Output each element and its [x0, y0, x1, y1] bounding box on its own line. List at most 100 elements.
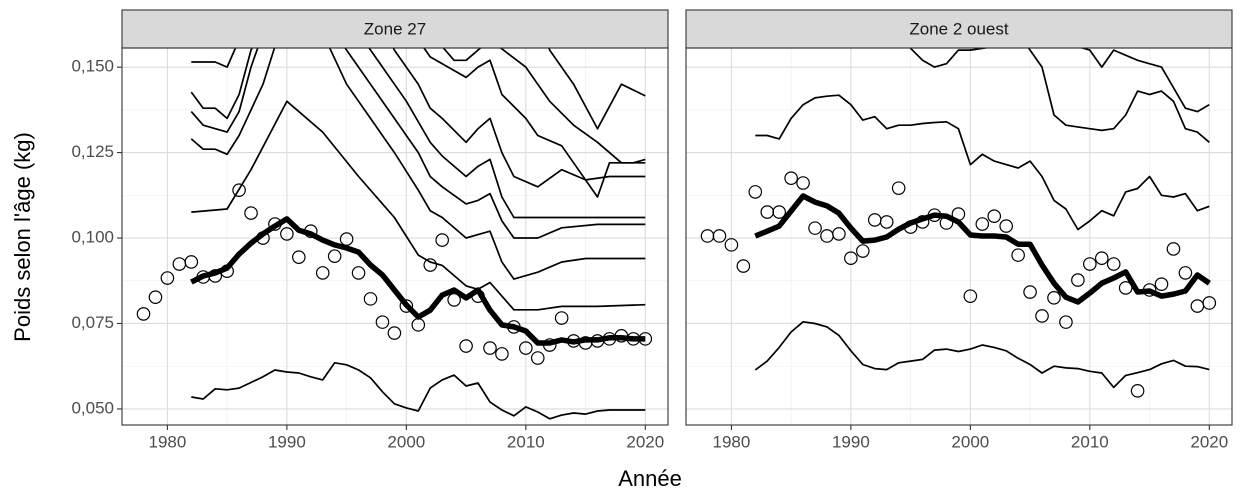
line: [190, 48, 646, 219]
x-tick-label: 2000: [387, 432, 425, 451]
data-point: [244, 206, 258, 220]
line: [422, 48, 646, 198]
data-point: [327, 249, 342, 263]
y-axis-title: Poids selon l'âge (kg): [10, 132, 35, 342]
y-tick-label: 0,050: [71, 398, 114, 417]
data-point: [292, 250, 306, 264]
data-point: [1059, 315, 1073, 329]
x-tick-label: 2000: [951, 432, 989, 451]
panel-background: [122, 48, 668, 425]
line: [191, 100, 646, 311]
data-point: [987, 209, 1002, 223]
line: [191, 48, 646, 188]
data-point: [772, 205, 786, 219]
line: [190, 48, 646, 239]
data-point: [447, 293, 461, 307]
mean-line: [190, 216, 646, 346]
data-point: [1094, 251, 1109, 266]
x-tick-label: 1980: [148, 432, 186, 451]
data-point: [136, 307, 151, 321]
data-point: [796, 176, 810, 190]
line: [755, 94, 1210, 231]
data-point: [530, 351, 545, 365]
data-point: [724, 238, 739, 252]
x-tick-label: 1990: [268, 432, 306, 451]
panel: Zone 2 ouest 1980 1990 2000 2010 2020: [685, 9, 1233, 451]
x-tick-label: 2020: [626, 432, 664, 451]
data-point: [399, 299, 414, 313]
data-point: [1118, 281, 1133, 295]
data-point: [1154, 277, 1169, 291]
data-point: [891, 181, 906, 195]
data-point: [315, 266, 330, 280]
data-point: [844, 251, 858, 266]
data-point: [748, 185, 763, 199]
line: [442, 48, 646, 164]
x-tick-label: 2010: [507, 432, 545, 451]
line: [548, 48, 646, 130]
data-point: [784, 171, 798, 186]
data-point: [1166, 242, 1181, 256]
data-point: [423, 258, 438, 272]
plot-area: [136, 48, 653, 420]
x-tick-label: 2010: [1071, 432, 1109, 451]
data-point: [363, 292, 378, 306]
panel-border: [685, 47, 1233, 426]
data-point: [435, 233, 449, 247]
data-point: [1071, 273, 1085, 287]
data-point: [519, 341, 533, 355]
data-point: [148, 290, 163, 304]
data-point: [999, 219, 1013, 233]
data-point: [1047, 291, 1061, 305]
data-point: [387, 326, 402, 340]
line: [909, 48, 1210, 143]
x-tick-label: 1990: [832, 432, 870, 451]
facet-strip: [685, 9, 1233, 49]
x-tick-label: 2020: [1190, 432, 1228, 451]
data-point: [184, 255, 199, 269]
data-point: [1202, 296, 1217, 310]
facet-title: Zone 27: [364, 19, 426, 38]
facet-strip: [121, 9, 669, 49]
data-point: [1023, 285, 1037, 299]
data-point: [1130, 384, 1145, 398]
data-point: [1106, 257, 1121, 271]
x-tick-label: 1980: [712, 432, 750, 451]
y-tick-label: 0,150: [71, 57, 114, 76]
data-point: [736, 259, 751, 273]
data-point: [1178, 266, 1193, 280]
panel-background: [686, 48, 1232, 425]
line: [190, 48, 646, 280]
x-axis-title: Année: [618, 466, 682, 491]
data-point: [554, 311, 569, 325]
data-point: [712, 229, 727, 243]
data-point: [232, 183, 246, 197]
panel-border: [121, 47, 669, 426]
facet-title: Zone 2 ouest: [909, 19, 1009, 38]
data-point: [459, 339, 473, 353]
y-tick-label: 0,125: [71, 142, 114, 161]
data-point: [280, 227, 294, 241]
data-point: [856, 244, 870, 258]
data-point: [879, 215, 894, 229]
data-point: [483, 341, 497, 355]
data-point: [160, 271, 175, 285]
data-point: [1083, 257, 1097, 271]
data-point: [975, 217, 990, 231]
line: [1079, 48, 1210, 113]
mean-line: [754, 193, 1211, 305]
data-point: [1035, 309, 1049, 323]
y-tick-label: 0,075: [71, 313, 114, 332]
panel: Zone 27 1980 1990 2000 2010 2020 0,050 0,075 0,1…: [71, 9, 669, 451]
data-point: [351, 266, 366, 280]
data-point: [963, 289, 978, 303]
line: [754, 320, 1210, 389]
data-point: [832, 227, 846, 241]
data-point: [375, 315, 390, 329]
plot-area: [700, 48, 1217, 398]
line: [191, 361, 646, 420]
data-point: [1011, 248, 1025, 262]
y-tick-label: 0,100: [71, 228, 114, 247]
data-point: [808, 221, 822, 235]
